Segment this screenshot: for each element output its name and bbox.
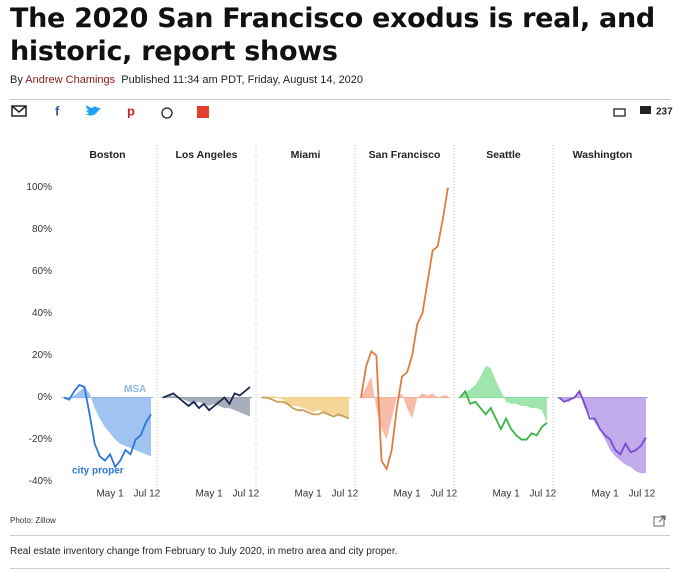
city-line (162, 386, 251, 412)
x-tick-label: May 1 (393, 489, 421, 500)
panel-title: Seattle (486, 149, 521, 161)
y-tick-label: 100% (26, 182, 52, 193)
email-icon[interactable] (11, 105, 27, 117)
comment-icon[interactable] (640, 106, 651, 114)
reddit-icon[interactable] (161, 107, 173, 119)
y-tick-label: 60% (32, 266, 52, 277)
city-line (558, 389, 647, 456)
city-line (262, 396, 350, 420)
email-icon-flap (11, 105, 27, 113)
y-tick-label: -20% (29, 434, 52, 445)
divider (10, 99, 670, 100)
city-line (459, 389, 548, 441)
share-bar: f p 237 (11, 103, 673, 119)
x-tick-label: May 1 (195, 489, 223, 500)
x-tick-label: Jul 12 (530, 489, 557, 500)
x-tick-label: May 1 (294, 489, 322, 500)
panel-title: Los Angeles (175, 149, 237, 161)
pinterest-icon[interactable]: p (127, 103, 135, 118)
x-tick-label: Jul 12 (629, 489, 656, 500)
y-tick-label: 80% (32, 224, 52, 235)
y-tick-label: 20% (32, 350, 52, 361)
twitter-icon[interactable] (84, 105, 101, 116)
flipboard-icon[interactable] (197, 106, 209, 118)
headline: The 2020 San Francisco exodus is real, a… (10, 3, 655, 67)
panel-title: Miami (291, 149, 321, 161)
comment-count[interactable]: 237 (656, 107, 673, 118)
byline: By Andrew Chamings Published 11:34 am PD… (10, 74, 363, 86)
x-tick-label: Jul 12 (134, 489, 161, 500)
published: Published 11:34 am PDT, Friday, August 1… (121, 74, 364, 86)
msa-area (361, 376, 448, 440)
print-icon[interactable] (613, 108, 626, 117)
y-tick-label: 0% (38, 392, 53, 403)
x-tick-label: Jul 12 (233, 489, 260, 500)
series-label: city proper (72, 466, 124, 477)
city-line (63, 383, 152, 469)
panel-title: Washington (573, 149, 633, 161)
series-label: MSA (124, 384, 146, 395)
photo-credit: Photo: Zillow (10, 516, 56, 525)
msa-area (64, 387, 151, 457)
panel-title: Boston (89, 149, 125, 161)
divider (10, 568, 670, 569)
msa-area (262, 395, 349, 419)
x-tick-label: Jul 12 (431, 489, 458, 500)
x-tick-label: Jul 12 (332, 489, 359, 500)
x-tick-label: May 1 (591, 489, 619, 500)
divider (10, 535, 670, 536)
y-tick-label: 40% (32, 308, 52, 319)
facebook-icon[interactable]: f (55, 103, 60, 118)
x-tick-label: May 1 (492, 489, 520, 500)
city-line (360, 187, 449, 472)
chart: -40% -20% 0% 20% 40% 60% 80% 100% Boston May 1 Jul… (26, 145, 656, 500)
x-tick-label: May 1 (96, 489, 124, 500)
y-tick-label: -40% (29, 476, 52, 487)
msa-area (163, 395, 250, 417)
author[interactable]: Andrew Chamings (25, 74, 116, 86)
expand-icon[interactable] (653, 515, 667, 527)
caption: Real estate inventory change from Februa… (10, 546, 398, 557)
panel-title: San Francisco (369, 149, 441, 161)
msa-area (460, 366, 547, 423)
byline-prefix: By (10, 74, 23, 86)
